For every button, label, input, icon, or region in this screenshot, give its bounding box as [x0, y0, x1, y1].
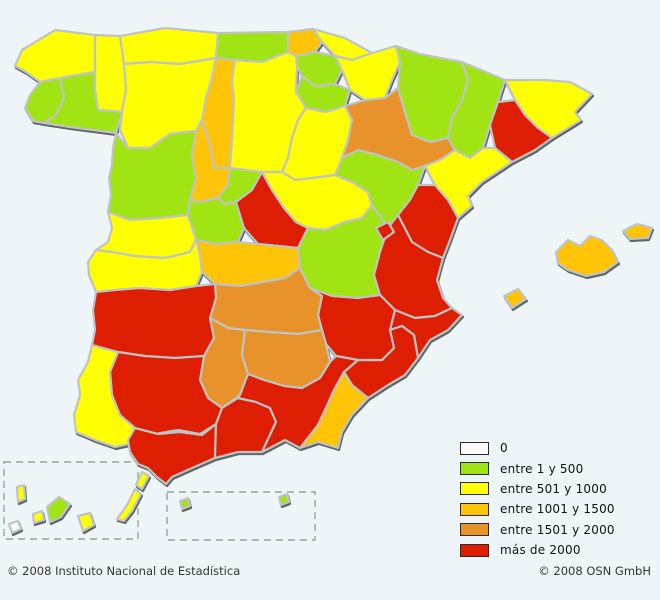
province-barcelona: [488, 98, 554, 164]
legend-label: entre 1 y 500: [500, 461, 584, 476]
province-navarra: [333, 44, 402, 102]
legend-label: más de 2000: [500, 543, 581, 558]
province-ceuta: [178, 496, 192, 511]
province-tenerife: [45, 495, 72, 524]
province-huelva: [72, 343, 140, 449]
legend-row: entre 1001 y 1500: [460, 499, 615, 519]
province-valencia-exclave: [374, 220, 396, 242]
legend-label: entre 501 y 1000: [500, 481, 607, 496]
province-badajoz: [90, 282, 218, 360]
attribution-ine: © 2008 Instituto Nacional de Estadística: [7, 564, 241, 578]
province-avila: [186, 196, 246, 246]
province-lanzarote: [134, 470, 151, 491]
legend-color-swatch: [460, 482, 489, 496]
province-mallorca: [554, 234, 620, 278]
province-almeria: [298, 370, 370, 450]
legend-color-swatch: [460, 462, 489, 476]
landmass-group: [7, 26, 654, 535]
province-cadiz: [126, 422, 218, 486]
map-legend: 0 entre 1 y 500 entre 501 y 1000 entre 1…: [460, 438, 615, 560]
attribution-osn: © 2008 OSN GmbH: [538, 564, 651, 578]
legend-row: entre 1 y 500: [460, 458, 615, 478]
legend-row: entre 501 y 1000: [460, 479, 615, 499]
province-ibiza: [502, 287, 528, 310]
ceuta-melilla-box: [166, 491, 316, 541]
province-caceres: [86, 238, 204, 294]
province-la-palma: [15, 483, 27, 504]
province-la-gomera: [31, 509, 46, 525]
province-asturias: [118, 26, 220, 66]
province-el-hierro: [7, 519, 23, 535]
legend-color-swatch: [460, 441, 489, 455]
province-gran-canaria: [76, 511, 96, 533]
legend-color-swatch: [460, 543, 489, 557]
legend-label: entre 1501 y 2000: [500, 522, 615, 537]
province-fuerteventura: [115, 487, 143, 523]
legend-label: entre 1001 y 1500: [500, 502, 615, 517]
province-menorca: [621, 222, 654, 241]
legend-row: entre 1501 y 2000: [460, 520, 615, 540]
province-melilla: [277, 492, 291, 507]
legend-label: 0: [500, 441, 508, 456]
legend-row: más de 2000: [460, 540, 615, 560]
legend-color-swatch: [460, 502, 489, 516]
legend-row: 0: [460, 438, 615, 458]
legend-color-swatch: [460, 523, 489, 537]
